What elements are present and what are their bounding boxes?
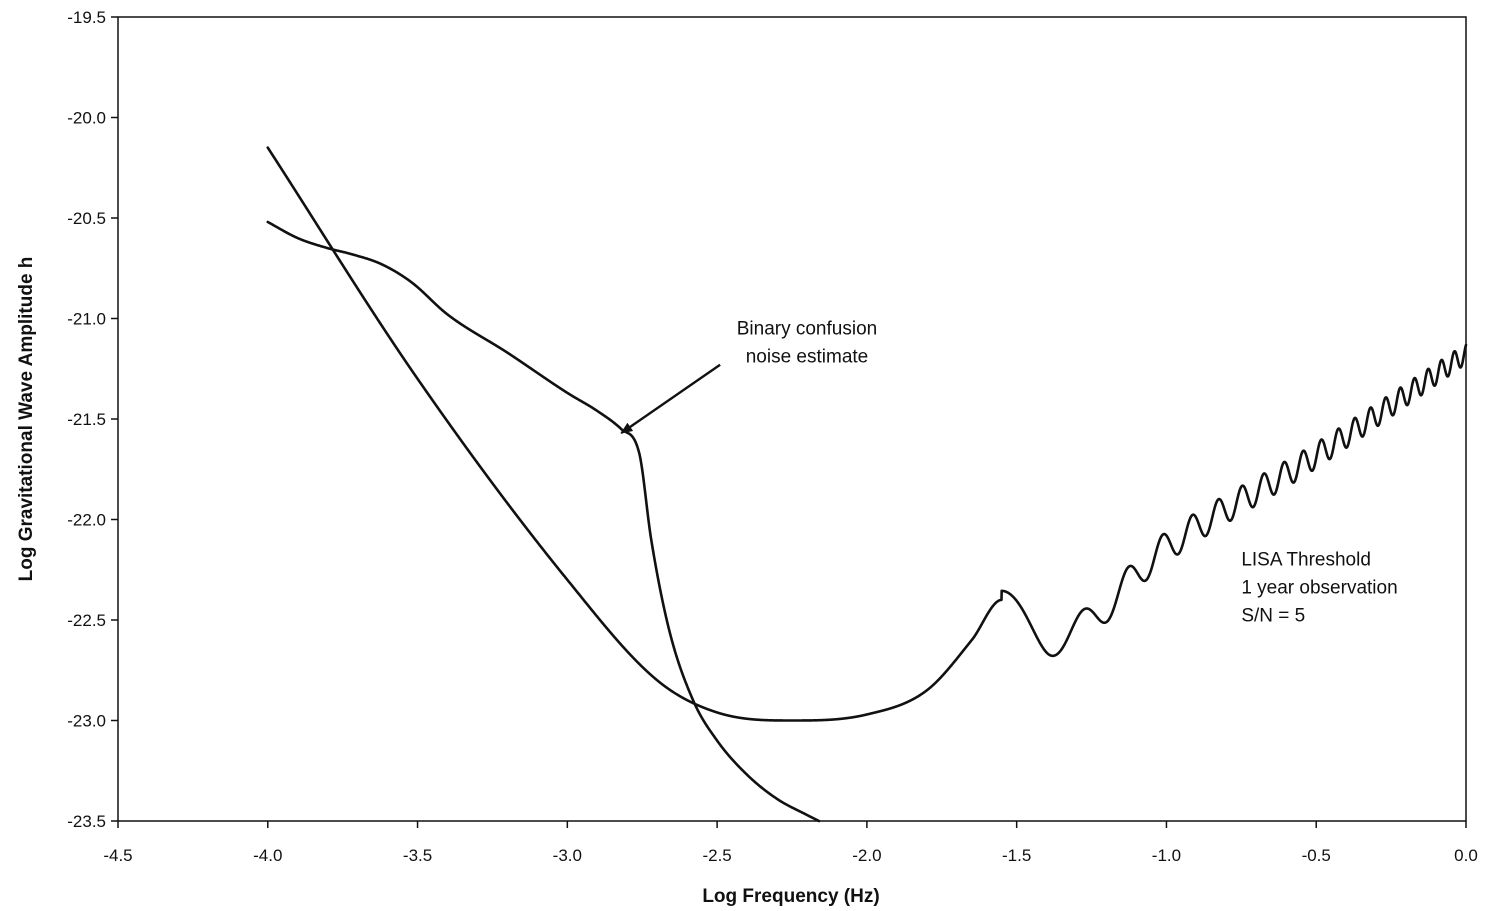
y-tick-label: -21.0 [67,310,106,329]
binary-confusion-noise-curve [268,222,819,821]
plot-frame [118,17,1466,821]
y-tick-label: -19.5 [67,8,106,27]
annotation-text-line: S/N = 5 [1241,606,1305,627]
x-tick-label: -4.0 [253,846,282,865]
y-tick-label: -20.5 [67,209,106,228]
x-tick-label: -1.5 [1002,846,1031,865]
x-tick-label: -4.5 [103,846,132,865]
y-axis-title: Log Gravitational Wave Amplitude h [16,257,37,582]
y-tick-label: -23.5 [67,812,106,831]
x-tick-label: -3.0 [553,846,582,865]
annotation-text-line: 1 year observation [1241,578,1397,599]
x-tick-label: -3.5 [403,846,432,865]
series-group [268,148,1466,821]
annotation-arrow [621,365,720,433]
y-axis-ticks: -19.5 -20.0 -20.5 -21.0 -21.5 -22.0 -22.5 -23.0… [67,8,118,831]
y-tick-label: -20.0 [67,109,106,128]
y-tick-label: -21.5 [67,410,106,429]
x-tick-label: -2.0 [852,846,881,865]
y-tick-label: -22.5 [67,611,106,630]
x-tick-label: -2.5 [702,846,731,865]
y-tick-label: -23.0 [67,712,106,731]
x-tick-label: -0.5 [1302,846,1331,865]
x-axis-ticks: -4.5 -4.0 -3.5 -3.0 -2.5 -2.0 -1.5 -1.0 -0.5 0.0 [103,821,1477,865]
y-tick-label: -22.0 [67,511,106,530]
x-axis-title: Log Frequency (Hz) [702,886,879,907]
x-tick-label: 0.0 [1454,846,1478,865]
x-tick-label: -1.0 [1152,846,1181,865]
annotation-text-line: Binary confusion [737,319,877,340]
annotation-text-line: noise estimate [746,347,869,368]
annotation-text-line: LISA Threshold [1241,550,1371,571]
lisa-threshold-curve [268,148,1466,721]
